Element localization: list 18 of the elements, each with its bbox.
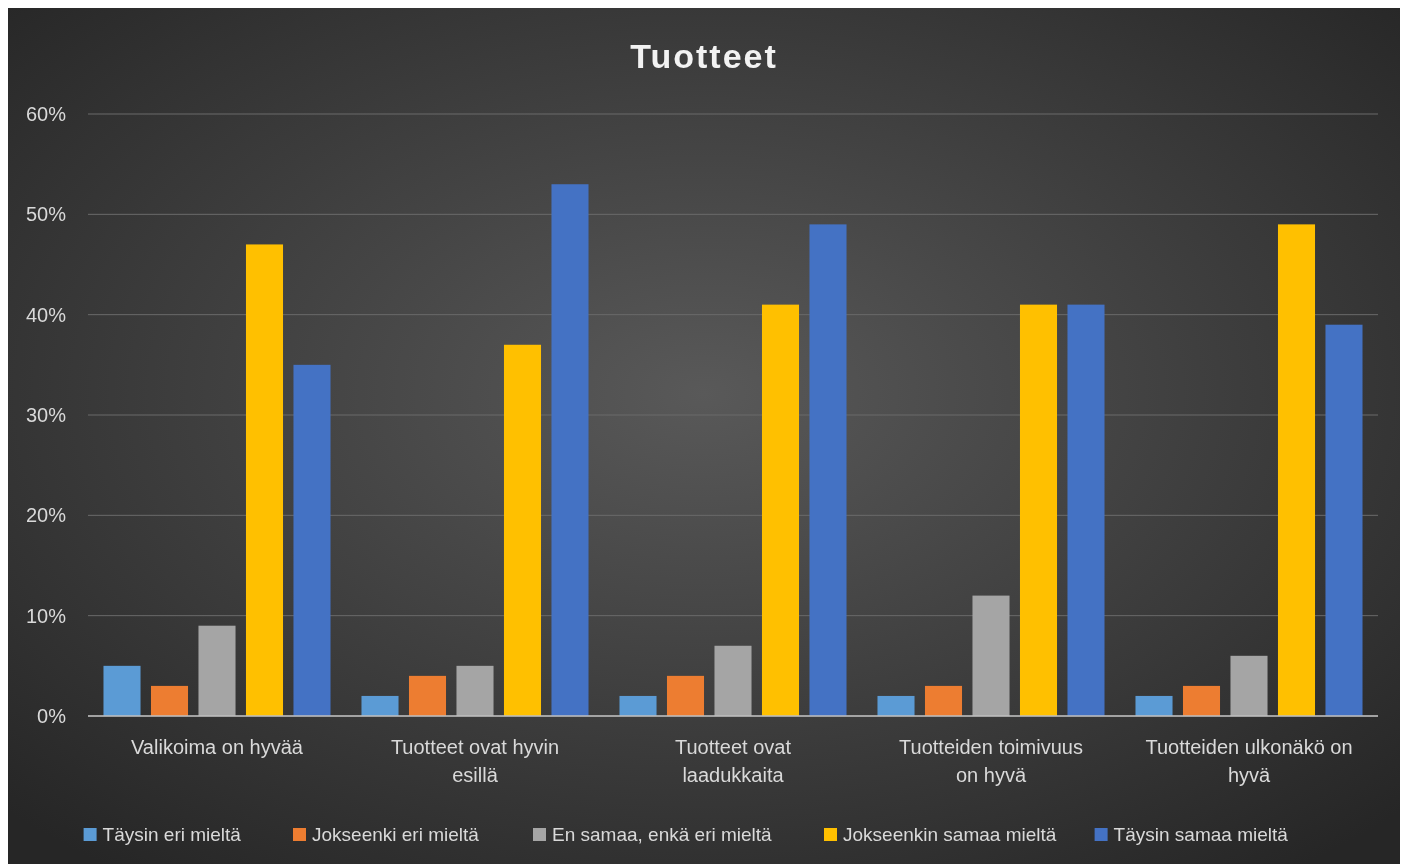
- legend-label: Jokseenkin samaa mieltä: [843, 823, 1057, 845]
- y-tick-label: 20%: [25, 504, 67, 527]
- y-tick-label: 40%: [25, 303, 67, 326]
- legend-label: Täysin eri mieltä: [102, 823, 242, 845]
- x-tick-label: Tuotteet ovat hyvin esillä: [390, 736, 560, 786]
- x-tick-label: Tuotteiden toimivuus on hyvä: [899, 736, 1083, 786]
- y-tick-label: 30%: [25, 404, 67, 426]
- legend-label: Täysin samaa mieltä: [1113, 823, 1289, 845]
- x-tick-label: Tuotteet ovat laadukkaita: [675, 736, 792, 786]
- x-tick-label: Valikoima on hyvää: [131, 736, 304, 758]
- y-tick-label: 10%: [25, 604, 67, 627]
- legend-label: Jokseenki eri mieltä: [312, 823, 480, 845]
- legend-label: En samaa, enkä eri mieltä: [552, 823, 773, 845]
- y-tick-label: 60%: [25, 103, 67, 125]
- chart-title: Tuotteet: [630, 37, 778, 75]
- y-tick-label: 50%: [25, 203, 67, 226]
- y-tick-label: 0%: [37, 705, 67, 727]
- x-tick-label: Tuotteiden ulkonäkö on hyvä: [1145, 736, 1353, 786]
